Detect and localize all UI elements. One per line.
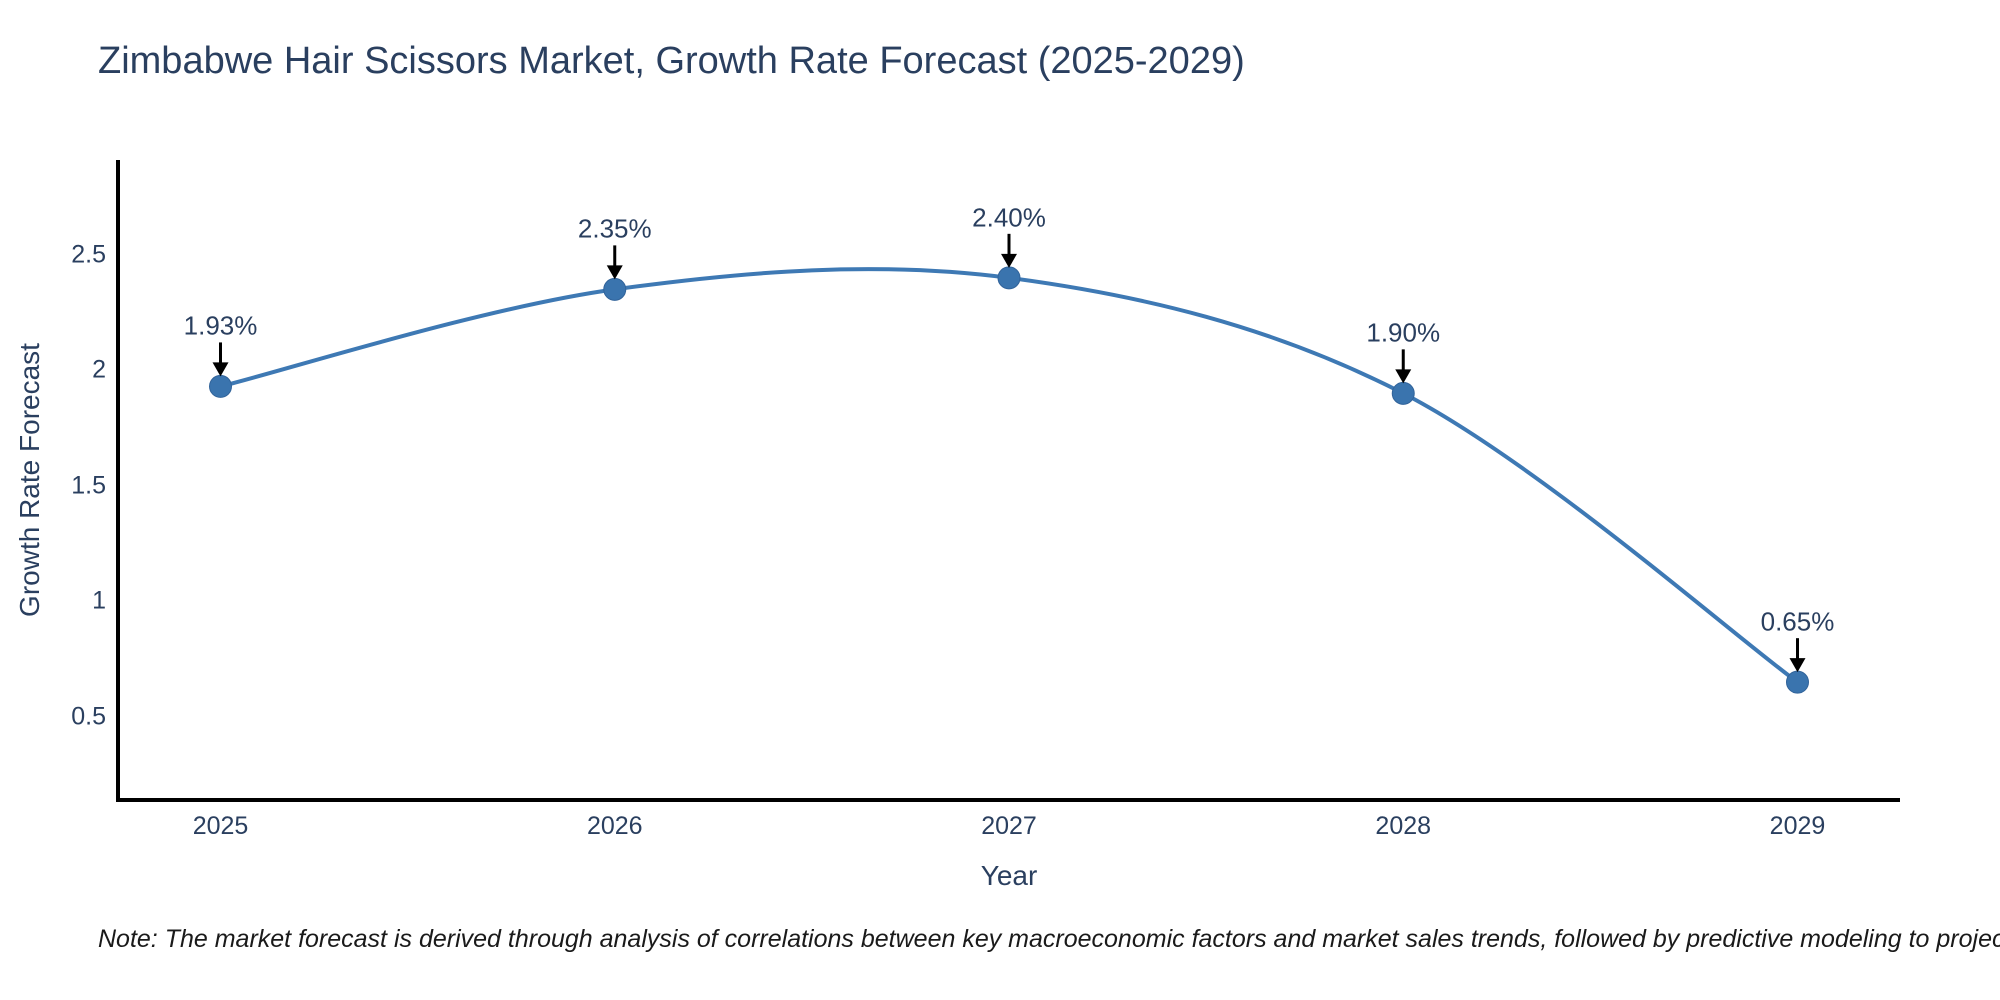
point-value-label: 1.93%: [183, 310, 258, 341]
x-tick-label: 2025: [192, 812, 249, 840]
data-point-marker: [997, 266, 1021, 290]
point-value-label: 1.90%: [1366, 317, 1441, 348]
data-point-marker: [1785, 670, 1809, 694]
y-tick-label: 2.5: [71, 240, 106, 269]
annotation-arrow-head: [1395, 369, 1412, 384]
chart-title: Zimbabwe Hair Scissors Market, Growth Ra…: [98, 40, 1245, 82]
y-tick-label: 1: [92, 586, 106, 615]
annotation-arrow-head: [1001, 253, 1017, 268]
x-tick-label: 2027: [981, 812, 1037, 840]
point-value-label: 0.65%: [1760, 606, 1835, 637]
data-point-marker: [1391, 381, 1415, 405]
y-tick-label: 0.5: [71, 702, 106, 731]
y-tick-label: 2: [92, 355, 106, 384]
x-tick-label: 2028: [1375, 812, 1432, 840]
footnote: Note: The market forecast is derived thr…: [98, 925, 2000, 953]
annotation-arrow-head: [606, 265, 623, 280]
x-axis-title: Year: [980, 860, 1038, 891]
annotation-arrow-head: [1789, 658, 1806, 673]
point-value-label: 2.40%: [972, 202, 1046, 233]
data-point-marker: [209, 374, 233, 398]
data-point-marker: [603, 277, 627, 301]
x-tick-label: 2029: [1769, 812, 1826, 840]
point-value-label: 2.35%: [577, 213, 652, 244]
x-tick-label: 2026: [586, 812, 643, 840]
y-tick-label: 1.5: [71, 471, 106, 500]
annotation-arrow-head: [212, 362, 229, 377]
forecast-line: [220, 267, 1799, 684]
